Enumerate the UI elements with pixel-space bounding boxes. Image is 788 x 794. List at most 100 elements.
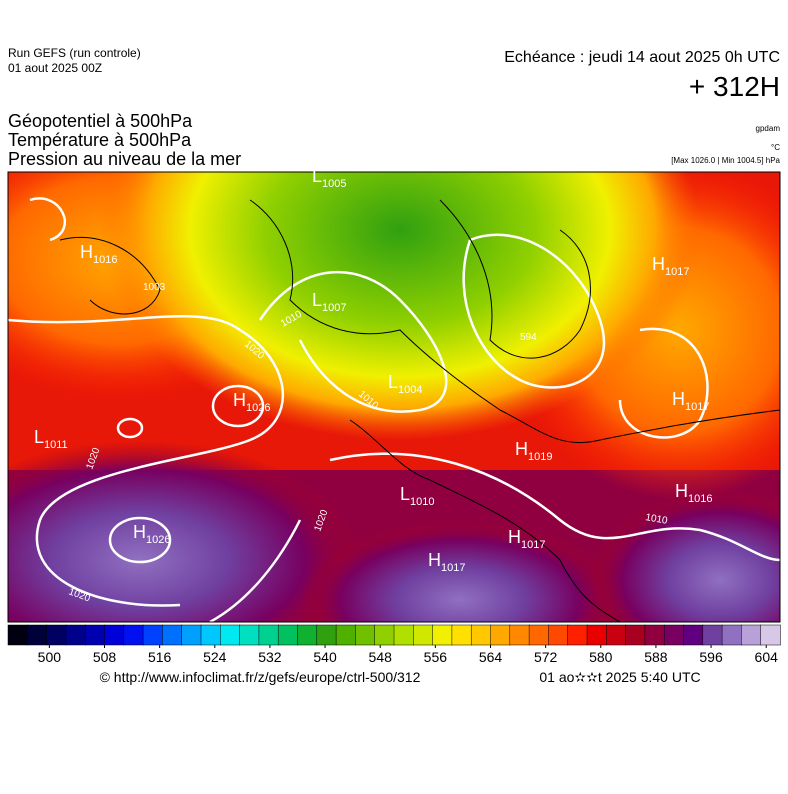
colorbar-swatch [258, 624, 279, 646]
pressure-center: L1004 [388, 372, 423, 396]
colorbar-swatch [123, 624, 144, 646]
colorbar-swatch [509, 624, 530, 646]
generated-time: 01 ao✫✫t 2025 5:40 UTC [539, 669, 700, 685]
colorbar-swatch [65, 624, 86, 646]
run-date: 01 aout 2025 00Z [8, 61, 102, 75]
colorbar-swatch [277, 624, 299, 646]
colorbar-swatch [374, 624, 395, 646]
isobars [8, 197, 780, 622]
colorbar-swatch [335, 624, 357, 646]
colorbar-swatch [470, 624, 492, 646]
unit: gpdam [756, 124, 781, 133]
colorbar-swatch [27, 624, 48, 646]
colorbar-swatch [432, 624, 453, 646]
unit: °C [771, 143, 780, 152]
colorbar-swatch [663, 624, 685, 646]
pressure-center: H1016 [675, 481, 712, 505]
map-frame [7, 171, 781, 623]
echeance: Echéance : jeudi 14 aout 2025 0h UTC [504, 49, 780, 66]
colorbar-tick-label: 532 [258, 649, 282, 665]
pressure-center: H1026 [233, 390, 270, 414]
colorbar-swatch [7, 624, 29, 646]
colorbar-tick-label: 508 [93, 649, 117, 665]
pressure-center: H1019 [515, 439, 552, 463]
center-pressure: 1017 [441, 562, 465, 574]
colorbar-swatch [567, 624, 588, 646]
colorbar-swatch [393, 624, 415, 646]
center-letter: L [388, 372, 398, 392]
center-letter: H [675, 481, 688, 501]
colorbar-swatch [548, 624, 569, 646]
colorbar-swatch [451, 624, 472, 646]
center-letter: H [672, 389, 685, 409]
colorbar-tick-label: 524 [203, 649, 227, 665]
colorbar-swatch [239, 624, 260, 646]
pressure-center: H1017 [428, 550, 465, 574]
center-letter: H [652, 254, 665, 274]
center-pressure: 1019 [528, 451, 552, 463]
colorbar-swatch [586, 624, 608, 646]
colorbar-swatch [84, 624, 106, 646]
colorbar-tick-label: 500 [38, 649, 62, 665]
colorbar-swatch [702, 624, 723, 646]
colorbar-swatch [490, 624, 511, 646]
center-letter: H [80, 242, 93, 262]
colorbar-swatch [355, 624, 376, 646]
center-pressure: 1026 [146, 534, 170, 546]
colorbar-swatch [220, 624, 241, 646]
colorbar-tick-label: 564 [479, 649, 503, 665]
colorbar-swatch [142, 624, 164, 646]
center-pressure: 1004 [398, 384, 422, 396]
pressure-center: L1007 [312, 290, 347, 314]
run-label: Run GEFS (run controle) [8, 46, 141, 60]
center-letter: L [400, 484, 410, 504]
colorbar-tick-label: 580 [589, 649, 613, 665]
center-letter: L [312, 166, 322, 186]
center-pressure: 1010 [410, 496, 434, 508]
colorbar-tick-label: 548 [369, 649, 393, 665]
center-pressure: 1016 [93, 254, 117, 266]
contour-label: 1003 [143, 282, 166, 293]
map-field [8, 172, 780, 622]
center-letter: L [312, 290, 322, 310]
colorbar-tick-label: 516 [148, 649, 172, 665]
colorbar-tick-label: 540 [313, 649, 337, 665]
coastlines [59, 199, 780, 622]
colorbar-tick-label: 588 [644, 649, 668, 665]
colorbar-swatch [760, 624, 781, 646]
center-letter: H [428, 550, 441, 570]
title: Température à 500hPa [8, 130, 192, 150]
colorbar-swatch [741, 624, 762, 646]
pressure-center: H1026 [133, 522, 170, 546]
colorbar-tick-label: 604 [755, 649, 779, 665]
center-pressure: 1026 [246, 402, 270, 414]
pressure-center: H1017 [508, 527, 545, 551]
center-pressure: 1017 [665, 266, 689, 278]
center-pressure: 1011 [44, 439, 68, 451]
contour-label: 1010 [644, 512, 668, 527]
center-letter: H [233, 390, 246, 410]
colorbar-swatch [721, 624, 743, 646]
colorbar-swatch [644, 624, 665, 646]
colorbar-swatch [625, 624, 646, 646]
pressure-center: H1017 [672, 389, 709, 413]
center-pressure: 1007 [322, 302, 346, 314]
pressure-center: H1016 [80, 242, 117, 266]
colorbar-swatch [200, 624, 222, 646]
colorbar-swatch [683, 624, 704, 646]
pressure-center: L1010 [400, 484, 435, 508]
center-letter: H [133, 522, 146, 542]
colorbar-swatch [181, 624, 202, 646]
colorbar-swatch [104, 624, 125, 646]
center-pressure: 1017 [685, 401, 709, 413]
colorbar-swatch [606, 624, 627, 646]
colorbar-swatch [46, 624, 67, 646]
center-pressure: 1016 [688, 493, 712, 505]
contour-label: 594 [520, 332, 537, 343]
center-letter: H [508, 527, 521, 547]
center-pressure: 1017 [521, 539, 545, 551]
source-url: © http://www.infoclimat.fr/z/gefs/europe… [100, 669, 421, 685]
lead-time: + 312H [689, 71, 780, 102]
title: Géopotentiel à 500hPa [8, 111, 193, 131]
